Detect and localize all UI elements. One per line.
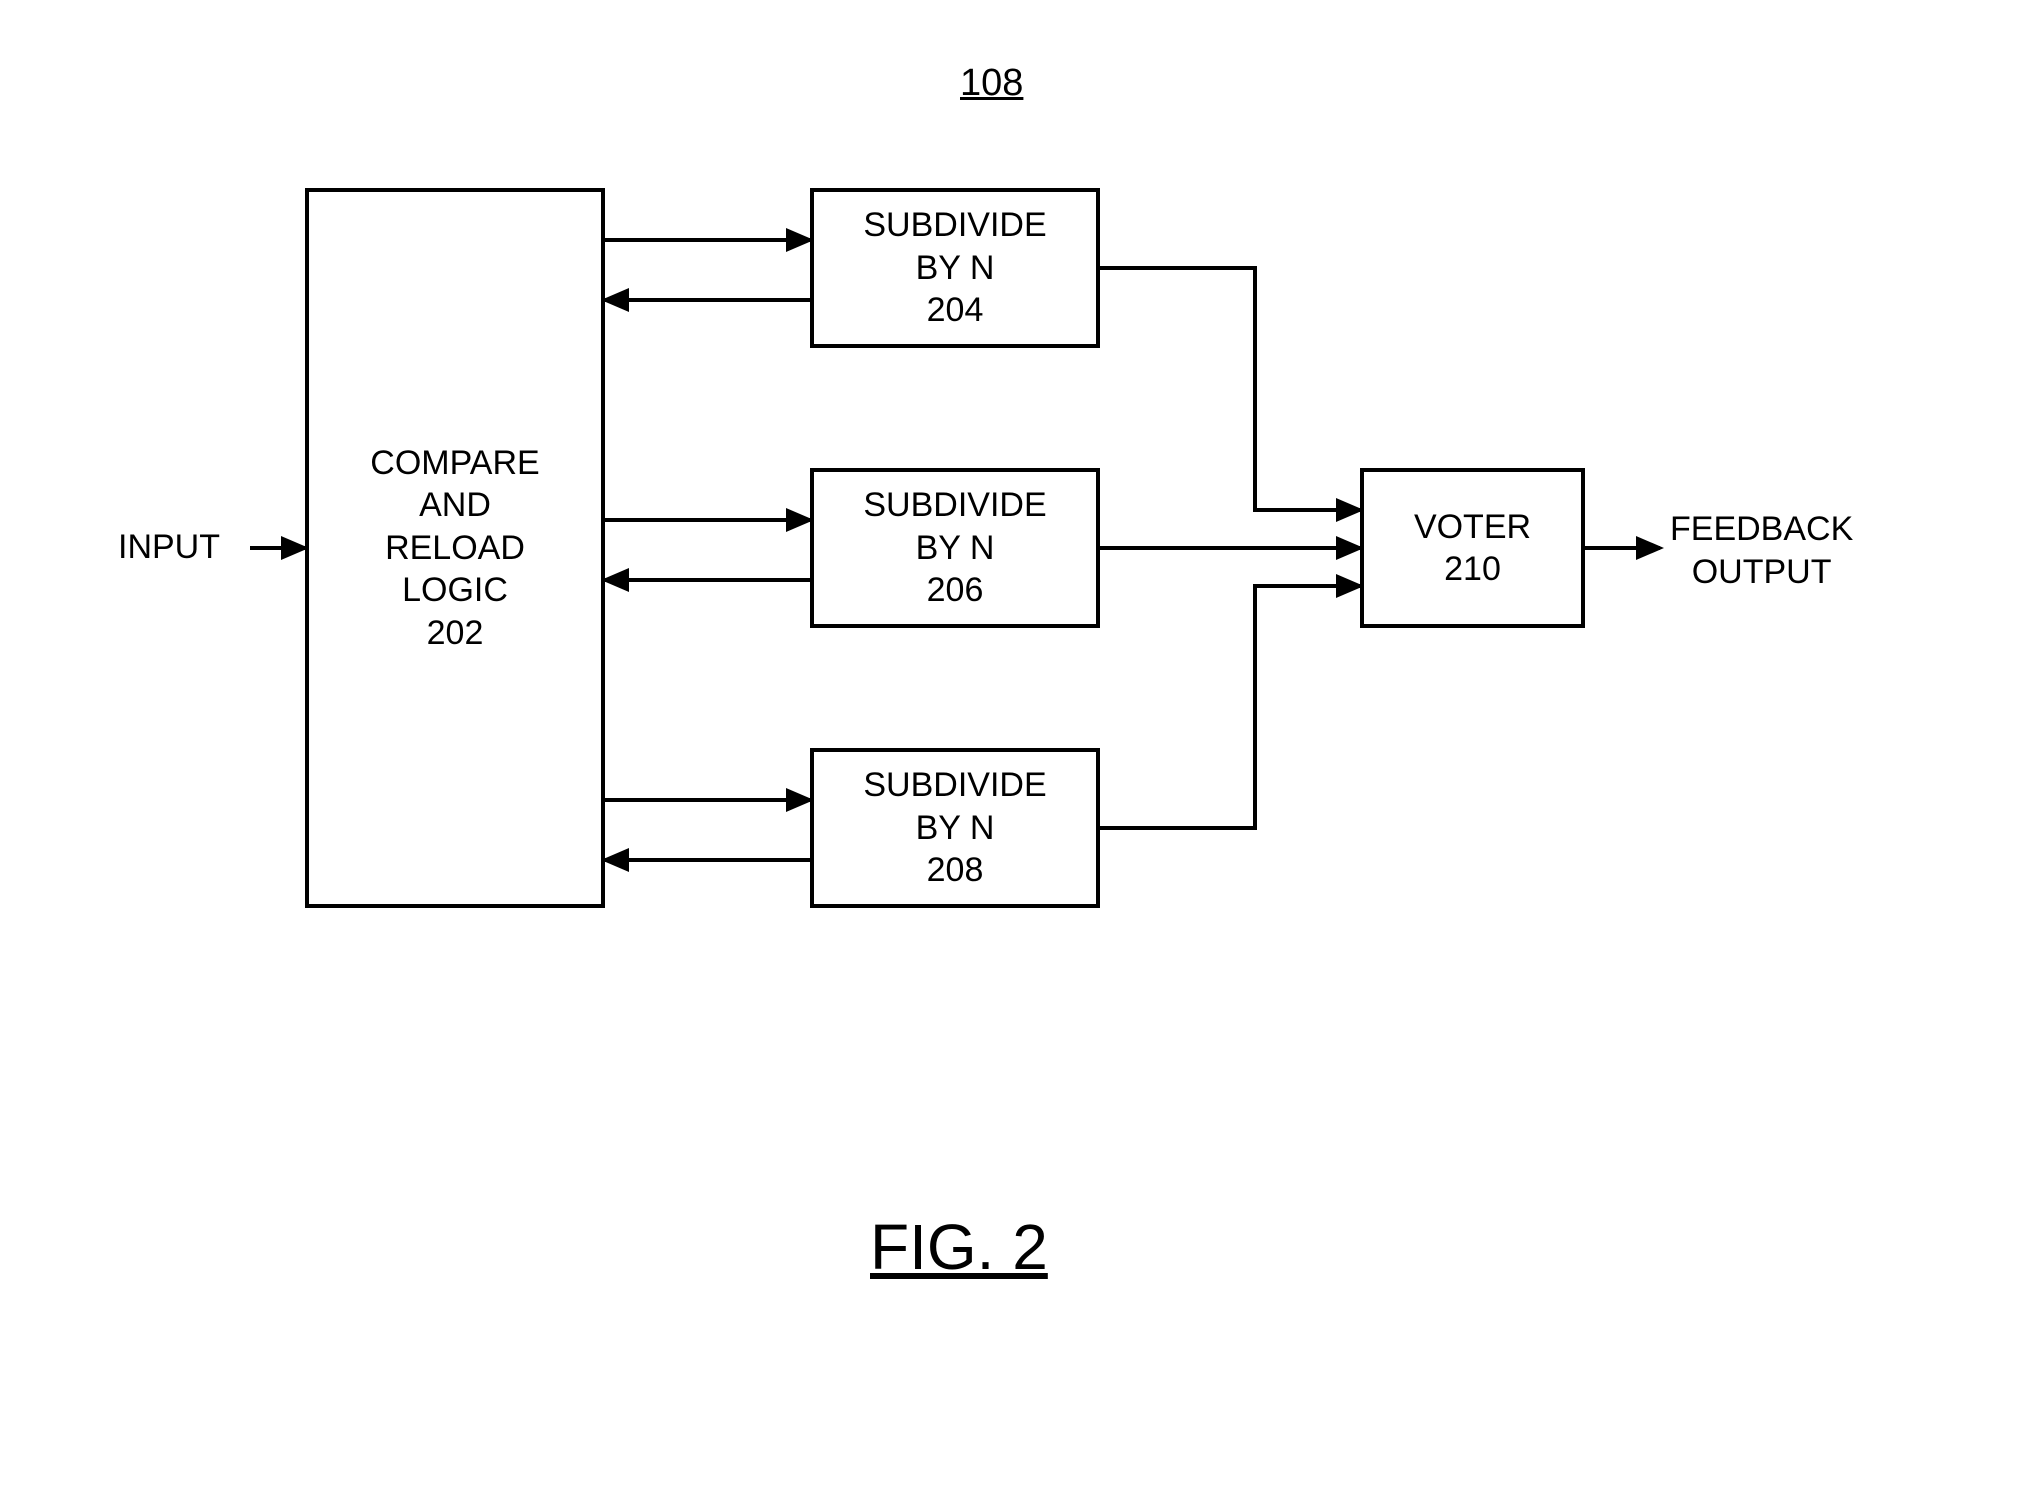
sub1-line: 204 bbox=[927, 289, 984, 332]
diagram-ref-number: 108 bbox=[960, 62, 1023, 105]
sub1-line: BY N bbox=[916, 247, 995, 290]
block-diagram: 108 INPUT FEEDBACK OUTPUT COMPARE AND RE… bbox=[0, 0, 2029, 1504]
compare-line: LOGIC bbox=[402, 569, 508, 612]
compare-line: COMPARE bbox=[370, 442, 539, 485]
sub2-line: BY N bbox=[916, 527, 995, 570]
sub3-line: BY N bbox=[916, 807, 995, 850]
compare-line: RELOAD bbox=[385, 527, 525, 570]
sub1-line: SUBDIVIDE bbox=[863, 204, 1046, 247]
subdivide-box-3: SUBDIVIDE BY N 208 bbox=[810, 748, 1100, 908]
voter-box: VOTER 210 bbox=[1360, 468, 1585, 628]
output-label-line1: FEEDBACK bbox=[1670, 508, 1853, 551]
sub3-line: SUBDIVIDE bbox=[863, 764, 1046, 807]
sub3-line: 208 bbox=[927, 849, 984, 892]
compare-line: AND bbox=[419, 484, 491, 527]
input-label: INPUT bbox=[118, 528, 220, 567]
output-label-line2: OUTPUT bbox=[1670, 551, 1853, 594]
voter-line: 210 bbox=[1444, 548, 1501, 591]
figure-caption: FIG. 2 bbox=[870, 1210, 1048, 1284]
compare-line: 202 bbox=[427, 612, 484, 655]
output-label: FEEDBACK OUTPUT bbox=[1670, 508, 1853, 593]
subdivide-box-1: SUBDIVIDE BY N 204 bbox=[810, 188, 1100, 348]
sub2-line: SUBDIVIDE bbox=[863, 484, 1046, 527]
voter-line: VOTER bbox=[1414, 506, 1531, 549]
sub2-line: 206 bbox=[927, 569, 984, 612]
subdivide-box-2: SUBDIVIDE BY N 206 bbox=[810, 468, 1100, 628]
compare-reload-box: COMPARE AND RELOAD LOGIC 202 bbox=[305, 188, 605, 908]
